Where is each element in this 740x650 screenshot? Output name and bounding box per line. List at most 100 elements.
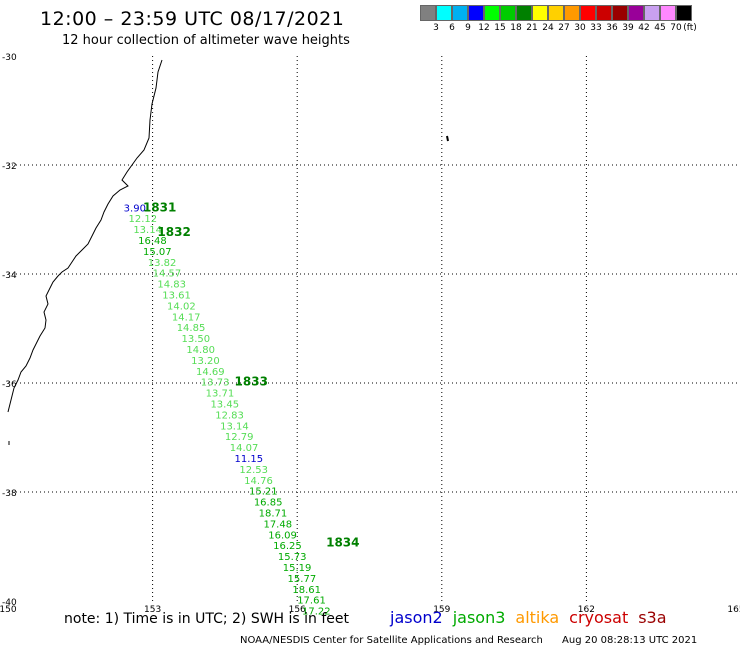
legend-swatch [628, 5, 644, 21]
legend-swatches [420, 5, 692, 21]
wave-height-value: 3.90 [124, 203, 146, 214]
legend-swatch [580, 5, 596, 21]
legend-label: 12 [478, 23, 490, 33]
pass-time-label: 1833 [235, 375, 268, 389]
wave-height-value: 16.48 [138, 236, 167, 247]
legend-swatch [532, 5, 548, 21]
pass-time-label: 1831 [143, 200, 176, 214]
lon-label: 150 [0, 605, 17, 615]
wave-height-value: 14.85 [177, 323, 206, 334]
wave-height-value: 13.14 [220, 421, 249, 432]
pass-time-label: 1834 [326, 536, 359, 550]
wave-height-value: 17.61 [297, 596, 326, 607]
wave-height-value: 12.83 [215, 410, 244, 421]
lat-label: -32 [2, 162, 17, 172]
lon-label: 165 [727, 605, 740, 615]
legend-swatch [516, 5, 532, 21]
wave-height-value: 18.71 [259, 509, 288, 520]
wave-height-value: 14.57 [153, 269, 182, 280]
legend-label: 30 [574, 23, 586, 33]
pass-times: 1831 1832 1833 1834 [143, 200, 360, 549]
wave-height-value: 14.69 [196, 367, 225, 378]
satellite-jason2: jason2 [390, 608, 443, 627]
footer-credit: NOAA/NESDIS Center for Satellite Applica… [240, 635, 543, 646]
measurements: 3.9012.1213.1416.4815.0713.8214.5714.831… [124, 203, 331, 617]
wave-height-value: 13.73 [201, 378, 230, 389]
legend-label: 9 [465, 23, 471, 33]
wave-height-value: 15.19 [283, 563, 312, 574]
satellite-s3a: s3a [638, 608, 667, 627]
legend-swatch [612, 5, 628, 21]
legend-label: 70 [670, 23, 682, 33]
pass-time-label: 1832 [157, 225, 190, 239]
legend-unit: (ft) [683, 23, 697, 33]
lon-label: 156 [289, 605, 306, 615]
legend-swatch [548, 5, 564, 21]
satellite-cryosat: cryosat [569, 608, 629, 627]
color-legend: 3 6 9 12 15 18 21 24 27 30 33 36 39 42 45 70 (ft) [420, 5, 697, 35]
legend-label: 24 [542, 23, 554, 33]
lat-label: -38 [2, 489, 17, 499]
lat-label: -34 [2, 271, 17, 281]
legend-labels: 3 6 9 12 15 18 21 24 27 30 33 36 39 42 45 70 (ft) [420, 21, 697, 35]
footer: NOAA/NESDIS Center for Satellite Applica… [240, 635, 713, 646]
wave-height-value: 18.61 [292, 585, 321, 596]
map-title: 12:00 – 23:59 UTC 08/17/2021 [40, 8, 345, 30]
wave-height-value: 15.07 [143, 247, 172, 258]
legend-label: 15 [494, 23, 506, 33]
legend-label: 3 [433, 23, 439, 33]
satellite-key: jason2 jason3 altika cryosat s3a [390, 608, 677, 627]
legend-label: 33 [590, 23, 602, 33]
legend-swatch [676, 5, 692, 21]
map-subtitle: 12 hour collection of altimeter wave hei… [62, 33, 350, 48]
legend-label: 42 [638, 23, 650, 33]
wave-height-value: 11.15 [235, 454, 264, 465]
island-mark [8, 135, 449, 445]
legend-swatch [564, 5, 580, 21]
wave-height-value: 17.22 [302, 607, 331, 618]
lat-label: -36 [2, 380, 17, 390]
wave-height-value: 13.71 [206, 389, 235, 400]
wave-height-value: 14.80 [186, 345, 215, 356]
legend-swatch [468, 5, 484, 21]
graticule [8, 56, 740, 601]
satellite-altika: altika [515, 608, 560, 627]
wave-height-value: 16.25 [273, 541, 302, 552]
wave-height-value: 17.48 [263, 519, 292, 530]
legend-swatch [420, 5, 436, 21]
lon-label: 153 [144, 605, 161, 615]
legend-label: 21 [526, 23, 538, 33]
footer-timestamp: Aug 20 08:28:13 UTC 2021 [562, 635, 698, 646]
satellite-jason3: jason3 [452, 608, 506, 627]
wave-height-value: 13.82 [148, 258, 177, 269]
wave-height-value: 16.85 [254, 498, 283, 509]
legend-label: 45 [654, 23, 666, 33]
legend-swatch [484, 5, 500, 21]
wave-height-value: 13.45 [210, 400, 239, 411]
wave-height-value: 12.79 [225, 432, 254, 443]
wave-height-value: 12.53 [239, 465, 268, 476]
wave-height-value: 14.76 [244, 476, 273, 487]
coastline [7, 59, 163, 413]
legend-label: 39 [622, 23, 634, 33]
legend-swatch [436, 5, 452, 21]
wave-height-value: 14.07 [230, 443, 259, 454]
wave-height-value: 14.02 [167, 301, 196, 312]
legend-swatch [660, 5, 676, 21]
lon-label: 162 [578, 605, 595, 615]
wave-height-value: 12.12 [129, 214, 158, 225]
legend-label: 18 [510, 23, 522, 33]
wave-height-value: 15.77 [288, 574, 317, 585]
wave-height-value: 15.21 [249, 487, 278, 498]
lat-label: -40 [2, 598, 17, 608]
wave-height-value: 13.14 [133, 225, 162, 236]
wave-height-value: 13.50 [182, 334, 211, 345]
legend-swatch [644, 5, 660, 21]
wave-height-value: 14.83 [157, 280, 186, 291]
lon-label: 159 [433, 605, 450, 615]
wave-height-value: 13.20 [191, 356, 220, 367]
legend-swatch [452, 5, 468, 21]
legend-label: 36 [606, 23, 618, 33]
